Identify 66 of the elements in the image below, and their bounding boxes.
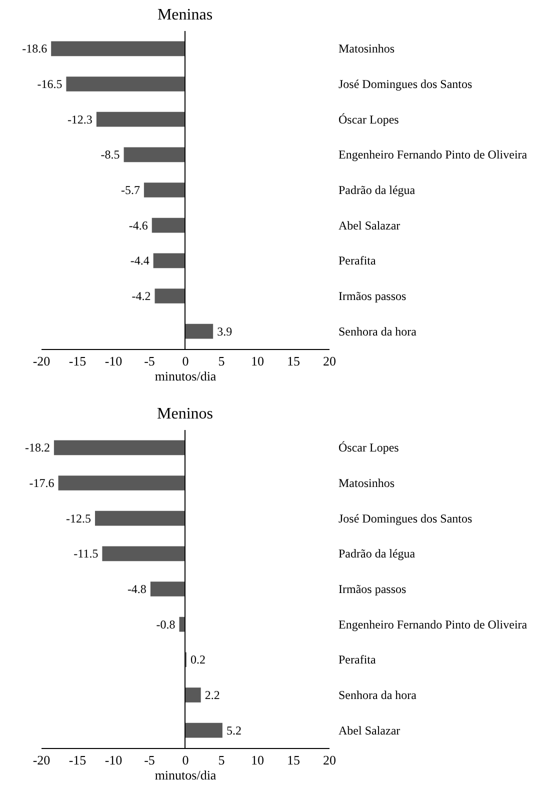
y-tick-label: Abel Salazar [338,723,400,738]
y-tick-label: Irmãos passos [338,582,406,596]
data-label: -18.6 [22,42,48,56]
bar [95,510,185,526]
bar [58,476,185,490]
bar [102,546,185,562]
x-axis-title: minutos/dia [154,768,216,782]
chart-title: Meninas [157,6,213,24]
y-tick-label: Engenheiro Fernando Pinto de Oliveira [338,148,528,162]
y-tick-label: Perafita [338,652,376,667]
x-tick-label: 10 [251,354,264,368]
y-tick-label: Padrão da légua [338,546,416,561]
data-label: -12.5 [66,511,91,526]
y-tick-label: Senhora da hora [338,324,418,338]
data-label: -4.4 [130,254,150,268]
y-tick-label: Irmãos passos [338,289,406,303]
data-label: -5.7 [120,183,140,197]
x-tick-label: -20 [32,354,50,368]
data-label: 3.9 [217,324,232,338]
x-tick-label: -15 [68,752,86,768]
x-axis-title: minutos/dia [154,368,216,384]
x-tick-label: 5 [218,354,225,368]
data-label: -0.8 [156,617,176,632]
y-tick-label: Senhora da hora [338,688,418,702]
data-label: -18.2 [24,440,50,455]
x-tick-label: 20 [323,752,336,768]
y-tick-label: Óscar Lopes [338,112,400,126]
x-tick-label: -15 [68,354,86,368]
x-tick-label: 0 [182,752,189,768]
x-tick-label: -5 [144,752,155,768]
y-tick-label: Engenheiro Fernando Pinto de Oliveira [338,617,528,632]
y-tick-label: José Domingues dos Santos [338,511,472,526]
data-label: -4.6 [128,218,148,232]
y-tick-label: Padrão da légua [338,183,416,197]
y-tick-label: Matosinhos [338,476,395,490]
y-tick-label: Perafita [338,254,376,268]
data-label: -11.5 [74,546,98,561]
y-tick-label: Óscar Lopes [338,440,400,455]
y-tick-label: José Domingues dos Santos [338,77,472,91]
bar [185,688,201,702]
data-label: -16.5 [37,77,62,91]
x-tick-label: 10 [251,752,264,768]
data-label: 0.2 [190,652,206,667]
data-label: 2.2 [204,688,220,702]
data-label: -8.5 [100,148,120,162]
x-tick-label: -20 [32,752,50,768]
x-tick-label: -10 [104,354,122,368]
data-label: -4.2 [132,289,151,303]
x-tick-label: 15 [287,752,300,768]
x-tick-label: -5 [144,354,155,368]
data-label: -17.6 [29,476,54,490]
bar [179,616,185,632]
data-label: -12.3 [67,112,92,126]
x-tick-label: -10 [104,752,122,768]
y-tick-label: Abel Salazar [338,218,400,232]
y-tick-label: Matosinhos [338,42,395,56]
bar [150,582,185,596]
chart-title: Meninos [157,406,213,422]
data-label: 5.2 [226,723,242,738]
bar [185,722,222,738]
bar [54,440,185,456]
x-tick-label: 20 [323,354,336,368]
x-tick-label: 15 [287,354,300,368]
x-tick-label: 0 [182,354,189,368]
data-label: -4.8 [127,582,146,596]
x-tick-label: 5 [218,752,225,768]
